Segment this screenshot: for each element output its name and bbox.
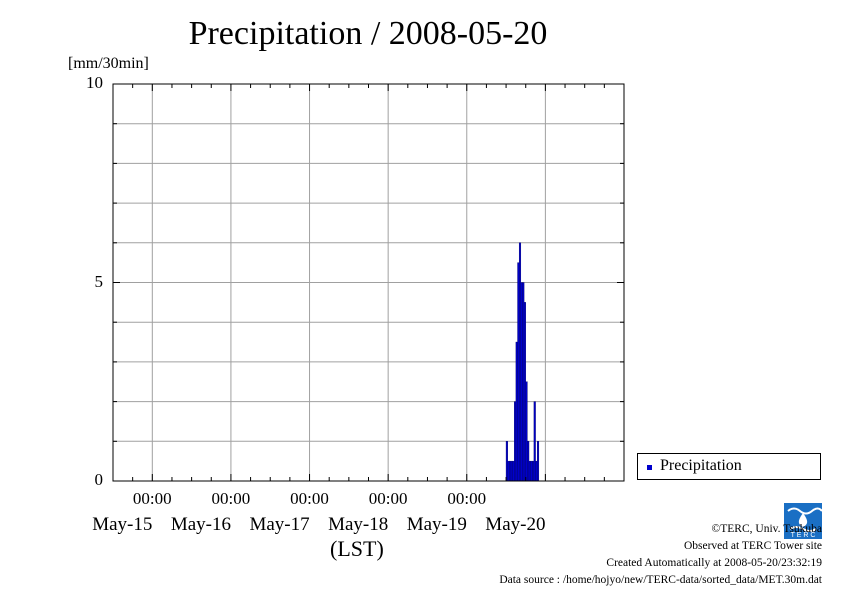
precipitation-bar [517,262,520,482]
x-tick-date-label: May-18 [328,514,389,535]
precipitation-bar [536,441,540,482]
x-tick-time-label: 00:00 [368,489,408,508]
x-tick-time-label: 00:00 [447,489,487,508]
grid-lines [113,84,624,481]
x-tick-time-label: 00:00 [132,489,172,508]
y-tick-label: 5 [94,271,104,291]
precipitation-bar [505,441,508,482]
legend-label: Precipitation [660,457,742,474]
axis-ticks [112,83,625,482]
precipitation-bar [533,401,536,482]
precipitation-bar [514,401,517,482]
x-tick-time-label: 00:00 [211,489,251,508]
precipitation-bar [507,460,510,482]
data-source-text: Data source : /home/hojyo/new/TERC-data/… [499,574,822,586]
precipitation-bar [530,460,533,482]
x-tick-date-label: May-15 [92,514,153,535]
legend: Precipitation [637,453,821,480]
precipitation-bar [527,441,530,482]
x-tick-date-label: May-16 [170,514,231,535]
y-tick-label: 10 [86,73,103,92]
precipitation-bar [528,460,531,482]
precipitation-bar [520,282,523,482]
precipitation-bar [523,302,526,482]
credits: ©TERC, Univ. Tsukuba Observed at TERC To… [499,521,822,589]
precipitation-bar [532,460,535,482]
created-timestamp-text: Created Automatically at 2008-05-20/23:3… [606,557,822,569]
x-tick-date-label: May-20 [485,514,546,535]
x-tick-date-label: May-17 [249,514,310,535]
precipitation-bar [518,242,522,482]
precipitation-bar [512,460,515,482]
chart-title: Precipitation / 2008-05-20 [188,15,548,52]
precipitation-bar [525,381,528,482]
observed-site-text: Observed at TERC Tower site [683,540,822,552]
copyright-text: ©TERC, Univ. Tsukuba [711,523,822,535]
y-tick-label: 0 [94,470,104,489]
x-axis-title: (LST) [330,536,384,561]
x-tick-time-label: 00:00 [290,489,329,508]
svg-text:T E R C: T E R C [791,532,816,539]
x-tick-date-label: May-19 [406,514,467,535]
precipitation-bar [515,341,518,482]
y-axis-unit: [mm/30min] [68,55,149,72]
precipitation-bar [509,460,512,482]
terc-logo-icon: T E R C [784,503,822,539]
precipitation-bar [522,282,525,482]
precipitation-bar [535,460,538,482]
precipitation-bar [510,460,513,482]
legend-swatch [647,465,652,470]
